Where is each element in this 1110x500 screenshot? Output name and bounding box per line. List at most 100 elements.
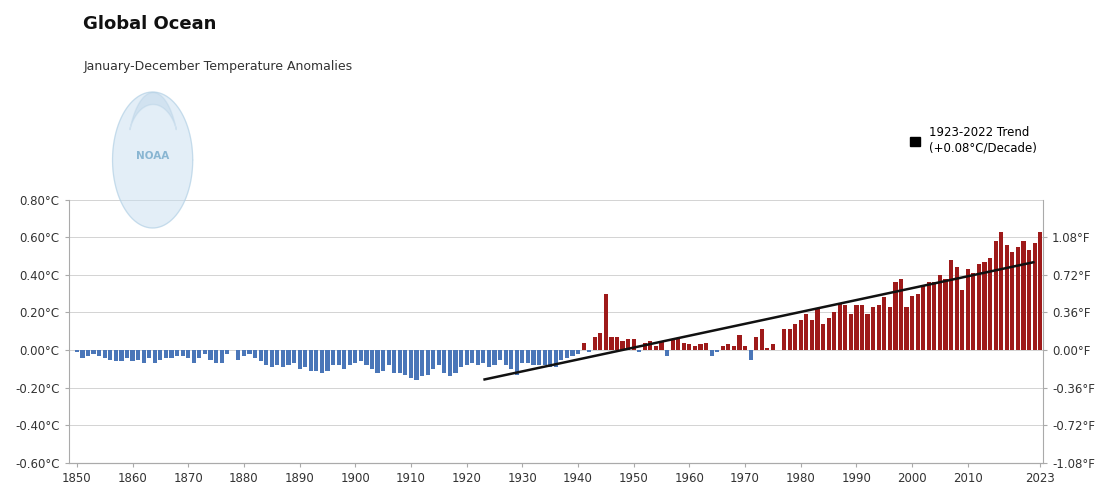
Bar <box>482 350 485 364</box>
Text: January-December Temperature Anomalies: January-December Temperature Anomalies <box>83 60 352 73</box>
Bar <box>108 350 112 360</box>
Bar <box>392 350 396 372</box>
Bar <box>453 350 457 372</box>
Bar <box>643 342 647 350</box>
Bar <box>687 344 692 350</box>
Bar <box>665 350 669 356</box>
Bar <box>1032 243 1037 350</box>
Bar <box>281 350 285 367</box>
Bar <box>120 350 123 362</box>
Bar <box>1016 246 1020 350</box>
Bar <box>113 350 118 362</box>
Bar <box>403 350 407 374</box>
Bar <box>910 296 915 350</box>
Bar <box>381 350 385 371</box>
Bar <box>259 350 263 362</box>
Bar <box>805 314 808 350</box>
Bar <box>331 350 335 365</box>
Bar <box>720 346 725 350</box>
Bar <box>74 350 79 352</box>
Bar <box>999 232 1003 350</box>
Bar <box>593 337 597 350</box>
Polygon shape <box>112 92 193 228</box>
Bar <box>827 318 830 350</box>
Bar <box>888 307 892 350</box>
Bar <box>198 350 202 358</box>
Bar <box>587 350 592 352</box>
Bar <box>498 350 502 360</box>
Text: Global Ocean: Global Ocean <box>83 15 216 33</box>
Bar <box>102 350 107 358</box>
Bar <box>982 262 987 350</box>
Bar <box>159 350 162 360</box>
Bar <box>988 258 992 350</box>
Bar <box>676 339 680 350</box>
Bar <box>770 344 775 350</box>
Bar <box>559 350 564 360</box>
Bar <box>682 342 686 350</box>
Bar <box>347 350 352 365</box>
Bar <box>442 350 446 372</box>
Legend: 1923-2022 Trend
(+0.08°C/Decade): 1923-2022 Trend (+0.08°C/Decade) <box>910 126 1037 154</box>
Bar <box>849 314 852 350</box>
Bar <box>537 350 542 365</box>
Bar <box>1010 252 1015 350</box>
Bar <box>598 333 603 350</box>
Bar <box>408 350 413 378</box>
Bar <box>521 350 524 364</box>
Bar <box>137 350 140 360</box>
Bar <box>938 275 942 350</box>
Bar <box>855 305 858 350</box>
Bar <box>860 305 864 350</box>
Bar <box>214 350 219 364</box>
Bar <box>960 290 965 350</box>
Bar <box>737 335 741 350</box>
Bar <box>932 282 937 350</box>
Bar <box>175 350 179 356</box>
Bar <box>526 350 529 364</box>
Bar <box>838 303 841 350</box>
Bar <box>275 350 280 365</box>
Bar <box>571 350 575 356</box>
Bar <box>816 308 819 350</box>
Bar <box>375 350 380 372</box>
Bar <box>286 350 291 365</box>
Bar <box>264 350 269 365</box>
Bar <box>944 278 948 350</box>
Bar <box>270 350 274 367</box>
Bar <box>637 350 642 352</box>
Bar <box>386 350 391 365</box>
Bar <box>431 350 435 369</box>
Bar <box>609 337 614 350</box>
Bar <box>648 340 653 350</box>
Bar <box>949 260 953 350</box>
Bar <box>397 350 402 372</box>
Bar <box>97 350 101 356</box>
Bar <box>303 350 307 367</box>
Bar <box>916 294 920 350</box>
Bar <box>709 350 714 356</box>
Bar <box>460 350 463 367</box>
Bar <box>85 350 90 356</box>
Bar <box>748 350 753 360</box>
Bar <box>754 337 758 350</box>
Bar <box>532 350 535 365</box>
Bar <box>436 350 441 365</box>
Bar <box>181 350 184 356</box>
Bar <box>242 350 246 356</box>
Bar <box>977 264 981 350</box>
Bar <box>715 350 719 352</box>
Bar <box>905 307 909 350</box>
Bar <box>821 324 825 350</box>
Bar <box>554 350 558 367</box>
Bar <box>626 339 630 350</box>
Bar <box>832 312 836 350</box>
Bar <box>1038 232 1042 350</box>
Bar <box>476 350 480 365</box>
Bar <box>866 314 869 350</box>
Bar <box>342 350 346 369</box>
Bar <box>726 344 730 350</box>
Bar <box>693 346 697 350</box>
Bar <box>871 307 875 350</box>
Bar <box>1021 241 1026 350</box>
